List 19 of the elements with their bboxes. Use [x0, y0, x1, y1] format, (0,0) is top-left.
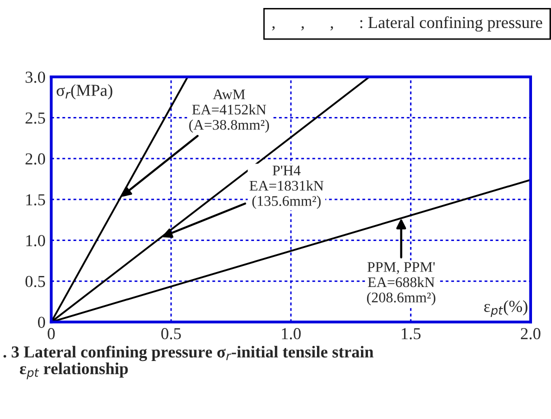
x-tick-label: 2.0	[520, 328, 540, 340]
y-tick-label: 1.0	[26, 234, 46, 246]
annotation: AwM EA=4152kN (A=38.8mm²)	[189, 90, 269, 133]
annotation: P'H4 EA=1831kN (135.6mm²)	[250, 166, 324, 209]
x-tick-label: 0.5	[161, 328, 181, 340]
y-tick-label: 0	[38, 316, 46, 328]
x-tick-label: 1.0	[282, 328, 301, 340]
text: , , , : Lateral confining pressure	[272, 16, 542, 32]
x-tick-label: 0	[48, 328, 55, 340]
y-tick-label: 1.5	[26, 194, 46, 206]
y-axis-title: σ$_{r}$(MPa)	[56, 84, 112, 100]
y-tick-label: 0.5	[25, 276, 46, 288]
x-axis-title: ε$_{pt}$(%)	[484, 300, 528, 317]
x-tick-label: 1.5	[402, 328, 421, 340]
y-tick-label: 2.0	[26, 153, 46, 165]
chart-title: . 3 Lateral confining pressure σ$_{r}$-initial tensile strain ε$_{pt}$ relationship	[3, 346, 374, 380]
y-tick-label: 2.5	[26, 112, 46, 124]
y-tick-label: 3.0	[26, 72, 46, 83]
annotation: PPM, PPM' EA=688kN (208.6mm²)	[367, 262, 436, 306]
